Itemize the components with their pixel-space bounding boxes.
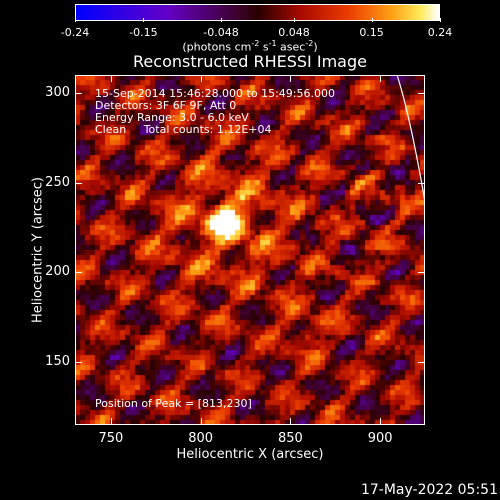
timestamp: 17-May-2022 05:51 (360, 482, 498, 498)
peak-position-label: Position of Peak = [813,230] (95, 397, 252, 410)
x-tick-label: 800 (188, 431, 214, 446)
x-tick-mark (290, 418, 292, 425)
x-axis-label: Heliocentric X (arcsec) (176, 447, 324, 462)
x-tick-mark (110, 75, 112, 82)
detectors-label: Detectors: 3F 6F 9F, Att 0 (95, 99, 237, 112)
colorbar-tick-label: -0.048 (203, 26, 239, 39)
y-tick-mark (75, 182, 82, 184)
y-tick-mark (418, 92, 425, 94)
y-tick-label: 200 (45, 264, 70, 280)
colorbar-tick-mark (294, 18, 295, 22)
clean-counts-label: Clean Total counts: 1.12E+04 (95, 123, 272, 136)
x-tick-mark (290, 75, 292, 82)
x-tick-mark (380, 418, 382, 425)
colorbar-tick-label: -0.24 (60, 26, 90, 39)
y-tick-mark (418, 362, 425, 364)
x-tick-mark (110, 418, 112, 425)
x-ray-intensity-map (75, 75, 425, 425)
colorbar-tick-label: 0.15 (359, 26, 384, 39)
colorbar-tick-mark (371, 18, 373, 22)
colorbar-tick-label: 0.24 (427, 26, 453, 39)
y-tick-mark (75, 272, 82, 274)
colorbar-tick-label: -0.15 (129, 26, 158, 39)
plot-frame (75, 75, 425, 425)
x-tick-label: 850 (277, 431, 303, 446)
colorbar-tick-mark (221, 18, 222, 22)
rhessi-image: 15-Sep-2014 15:46:28.000 to 15:49:56.000… (75, 75, 425, 425)
x-tick-label: 750 (98, 431, 124, 446)
y-tick-mark (75, 92, 82, 94)
y-axis-label: Heliocentric Y (arcsec) (30, 177, 46, 323)
y-tick-label: 250 (45, 174, 70, 190)
x-tick-mark (200, 75, 202, 82)
y-tick-mark (418, 272, 425, 274)
y-tick-label: 300 (45, 84, 70, 100)
time-range-label: 15-Sep-2014 15:46:28.000 to 15:49:56.000 (95, 87, 335, 100)
x-tick-mark (200, 418, 202, 425)
colorbar-tick-mark (143, 18, 145, 22)
y-tick-mark (75, 362, 82, 364)
x-tick-label: 900 (367, 431, 393, 446)
x-tick-mark (380, 75, 382, 82)
colorbar-units: (photons cm-2 s-1 asec-2) (182, 39, 318, 54)
colorbar-tick-label: 0.048 (278, 26, 310, 39)
plot-title: Reconstructed RHESSI Image (133, 52, 367, 71)
colorbar (75, 4, 440, 21)
energy-range-label: Energy Range: 3.0 - 6.0 keV (95, 111, 249, 124)
colorbar-tick-mark (75, 18, 76, 22)
colorbar-tick-mark (440, 18, 441, 22)
y-tick-mark (418, 182, 425, 184)
y-tick-label: 150 (45, 354, 70, 370)
